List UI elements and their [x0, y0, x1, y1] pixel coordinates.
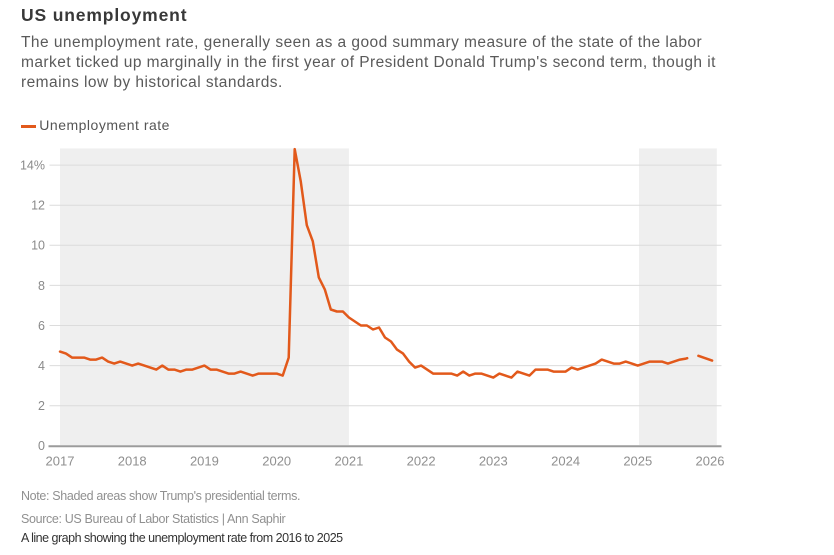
svg-text:2017: 2017: [46, 454, 75, 469]
svg-text:2022: 2022: [407, 454, 436, 469]
svg-text:14%: 14%: [20, 159, 45, 173]
svg-text:4: 4: [38, 359, 45, 373]
svg-text:2021: 2021: [334, 454, 363, 469]
svg-text:2: 2: [38, 399, 45, 413]
svg-text:2020: 2020: [262, 454, 291, 469]
svg-text:2023: 2023: [479, 454, 508, 469]
svg-text:2018: 2018: [118, 454, 147, 469]
svg-text:12: 12: [31, 199, 45, 213]
svg-text:0: 0: [38, 439, 45, 453]
svg-text:2019: 2019: [190, 454, 219, 469]
svg-text:2024: 2024: [551, 454, 580, 469]
svg-text:6: 6: [38, 319, 45, 333]
svg-text:2025: 2025: [623, 454, 652, 469]
svg-text:8: 8: [38, 279, 45, 293]
svg-text:2026: 2026: [696, 454, 725, 469]
svg-text:10: 10: [31, 239, 45, 253]
